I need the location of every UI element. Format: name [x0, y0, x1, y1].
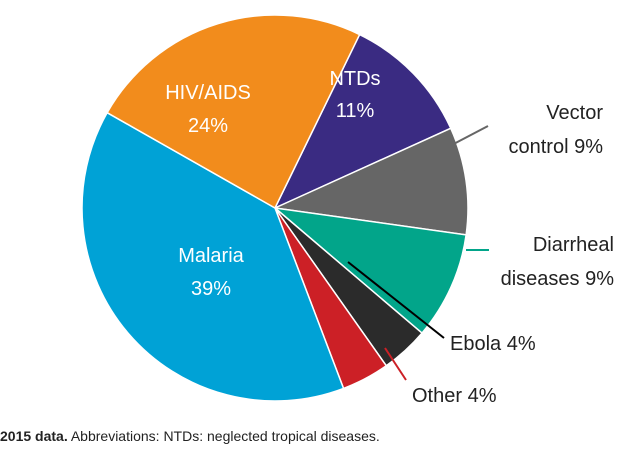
slice-label-vector-control-1: control 9%: [509, 136, 604, 158]
slice-label-diarrheal-diseases-1: diseases 9%: [501, 268, 615, 290]
pie-slice-ntds: [273, 33, 452, 210]
slice-label-ebola-0: Ebola 4%: [450, 333, 536, 355]
slice-label-malaria-0: Malaria: [178, 245, 244, 267]
slice-label-malaria-1: 39%: [191, 278, 231, 300]
pie-slice-malaria: [81, 111, 345, 402]
slice-label-hiv-aids-1: 24%: [188, 115, 228, 137]
chart-caption: 2015 data. Abbreviations: NTDs: neglecte…: [0, 428, 380, 444]
leader-line-vector-control: [403, 125, 489, 171]
slice-label-ntds-0: NTDs: [329, 68, 380, 90]
caption-bold: 2015 data.: [0, 428, 68, 444]
caption-text: Abbreviations: NTDs: neglected tropical …: [67, 428, 380, 444]
slice-label-other-0: Other 4%: [412, 385, 497, 407]
slice-label-ntds-1: 11%: [336, 100, 375, 122]
leader-line-other: [384, 347, 407, 381]
slice-label-hiv-aids-0: HIV/AIDS: [165, 82, 251, 104]
pie-chart: NTDs 11% Vector control 9% Diarrheal diseases…: [81, 14, 615, 407]
slice-label-vector-control-0: Vector: [546, 102, 603, 124]
leader-line-ebola: [347, 261, 445, 339]
pie-slice-vector-control: [272, 127, 469, 236]
pie-slice-hiv-aids: [106, 14, 361, 210]
slice-label-diarrheal-diseases-0: Diarrheal: [533, 234, 614, 256]
pie-slice-diarrheal-diseases: [272, 206, 467, 335]
